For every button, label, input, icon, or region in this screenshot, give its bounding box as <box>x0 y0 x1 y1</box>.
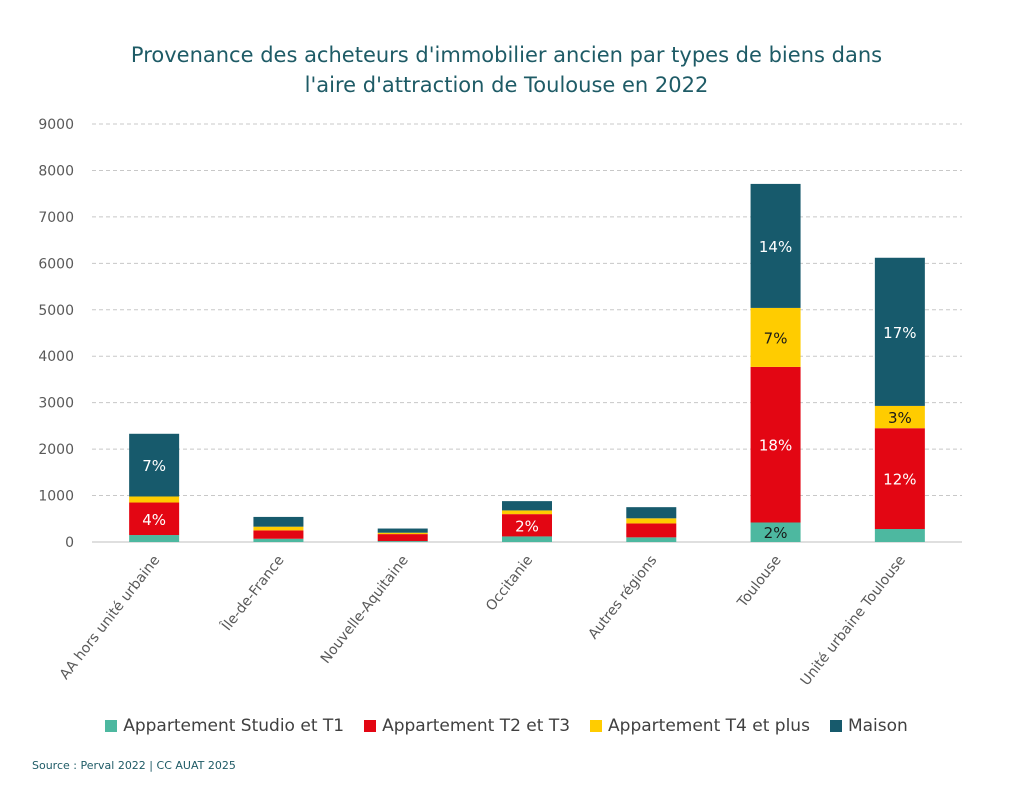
bar-segment <box>502 514 552 537</box>
x-tick-label: Unité urbaine Toulouse <box>798 553 909 689</box>
bar-segment <box>874 405 925 429</box>
legend-item: Maison <box>829 716 908 736</box>
bar-segment <box>750 522 801 542</box>
bar-segment <box>129 496 180 503</box>
bar-segment <box>129 535 180 542</box>
bar-segment <box>750 183 801 308</box>
stacked-bar-chart: 0 1000 2000 3000 4000 5000 6000 7000 8000 9000 4% 7… <box>38 117 962 689</box>
legend-item: Appartement Studio et T1 <box>105 716 344 736</box>
y-tick-label: 6000 <box>38 256 74 272</box>
data-label: 4% <box>142 511 166 529</box>
y-tick-label: 1000 <box>38 489 74 505</box>
data-label: 7% <box>764 329 788 347</box>
legend-swatch <box>105 720 118 732</box>
source-note: Source : Perval 2022 | CC AUAT 2025 <box>32 759 236 772</box>
chart-title-line-2: l'aire d'attraction de Toulouse en 2022 <box>304 73 709 97</box>
bar-segment <box>874 257 925 406</box>
y-tick-label: 0 <box>65 535 74 551</box>
bar-segment <box>377 532 428 535</box>
data-label: 18% <box>759 437 792 455</box>
bar-segment <box>750 307 801 367</box>
data-label: 7% <box>142 457 166 475</box>
bar-segment <box>377 541 428 542</box>
y-tick-label: 5000 <box>38 303 74 319</box>
x-tick-label: Autres régions <box>585 553 660 643</box>
bar-segment <box>874 428 925 529</box>
legend-label: Appartement T2 et T3 <box>382 716 571 736</box>
legend-swatch <box>364 720 377 732</box>
legend-item: Appartement T4 et plus <box>590 716 810 736</box>
bar-segment <box>129 433 180 497</box>
bar-segment <box>253 530 304 539</box>
bar-segment <box>502 536 552 542</box>
x-tick-label: Île-de-France <box>217 551 288 634</box>
bar-segment <box>253 516 304 527</box>
chart-title: Provenance des acheteurs d'immobilier an… <box>0 40 1013 100</box>
bar-segment <box>874 528 925 542</box>
legend-label: Maison <box>847 716 908 736</box>
bar-segment <box>377 528 428 533</box>
bar-segment <box>626 523 677 538</box>
legend-item: Appartement T2 et T3 <box>364 716 570 736</box>
y-tick-label: 7000 <box>38 210 74 226</box>
x-tick-label: Toulouse <box>734 553 785 612</box>
y-tick-label: 4000 <box>38 349 74 365</box>
y-tick-label: 3000 <box>38 396 74 412</box>
legend-swatch <box>590 720 603 732</box>
x-tick-label: AA hors unité urbaine <box>57 553 164 683</box>
bar-segment <box>253 538 304 542</box>
bar-segment <box>502 501 552 511</box>
bar-segment <box>129 502 180 536</box>
data-label: 2% <box>764 524 788 542</box>
x-tick-label: Nouvelle-Aquitaine <box>318 553 412 667</box>
chart-legend: Appartement Studio et T1 Appartement T2 e… <box>0 716 1013 736</box>
bar-segment <box>626 507 677 519</box>
legend-label: Appartement T4 et plus <box>608 716 810 736</box>
x-tick-label: Occitanie <box>483 553 536 615</box>
legend-swatch <box>829 720 842 732</box>
data-label: 3% <box>888 409 912 427</box>
y-tick-label: 2000 <box>38 442 74 458</box>
bar-segment <box>626 518 677 524</box>
bar-segment <box>750 366 801 523</box>
legend-label: Appartement Studio et T1 <box>123 716 345 736</box>
y-tick-label: 9000 <box>38 117 74 133</box>
chart-title-line-1: Provenance des acheteurs d'immobilier an… <box>130 43 883 67</box>
bar-segment <box>377 534 428 542</box>
data-label: 17% <box>883 324 916 342</box>
y-tick-label: 8000 <box>38 163 74 179</box>
data-label: 14% <box>759 238 792 256</box>
bar-segment <box>502 510 552 515</box>
bar-segment <box>253 526 304 531</box>
data-label: 2% <box>515 517 539 535</box>
bar-segment <box>626 537 677 542</box>
data-label: 12% <box>883 471 916 489</box>
